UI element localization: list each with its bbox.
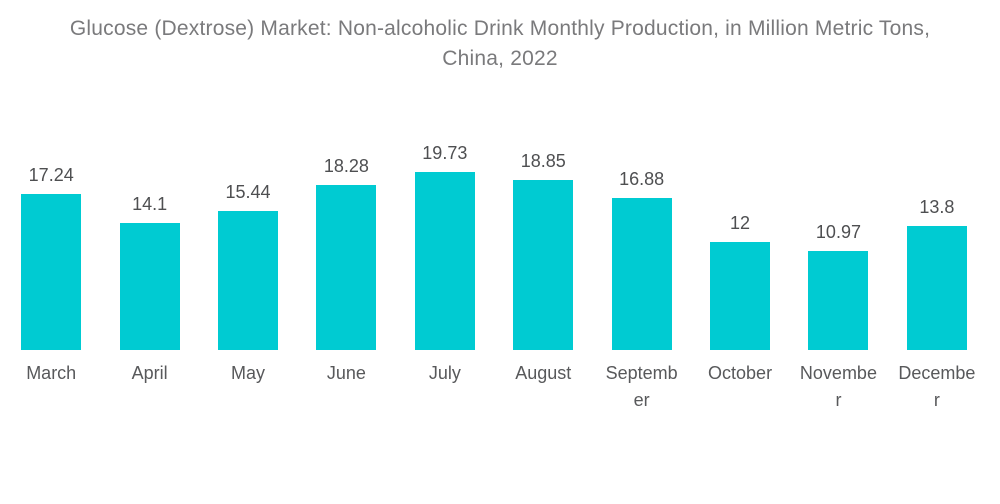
bar-november[interactable]	[808, 251, 869, 350]
value-label-july: 19.73	[422, 143, 468, 163]
x-label-cell-march: March	[2, 360, 100, 414]
value-label-september: 16.88	[619, 169, 665, 189]
bar-cell-july: 19.73	[396, 95, 494, 350]
value-label-june: 18.28	[323, 156, 369, 176]
bar-september[interactable]	[611, 198, 672, 350]
x-label-cell-december: December	[888, 360, 986, 414]
bar-cell-may: 15.44	[199, 95, 297, 350]
bar-cell-november: 10.97	[789, 95, 887, 350]
x-label-august: August	[515, 363, 572, 383]
value-label-august: 18.85	[520, 151, 566, 171]
bar-cell-september: 16.88	[592, 95, 690, 350]
x-label-november: November	[799, 363, 877, 410]
x-label-cell-july: July	[396, 360, 494, 414]
chart-title-line2: China, 2022	[442, 47, 558, 70]
x-axis-labels: March April May June July August Septemb…	[2, 360, 986, 414]
x-label-july: July	[428, 363, 461, 383]
x-label-cell-june: June	[297, 360, 395, 414]
x-label-cell-august: August	[494, 360, 592, 414]
x-label-december: December	[898, 363, 976, 410]
x-label-april: April	[131, 363, 168, 383]
bar-july[interactable]	[414, 172, 475, 350]
x-label-september: September	[605, 363, 678, 410]
x-label-june: June	[326, 363, 366, 383]
bar-cell-october: 12	[691, 95, 789, 350]
value-label-march: 17.24	[28, 165, 74, 185]
bar-cell-march: 17.24	[2, 95, 100, 350]
bar-cell-june: 18.28	[297, 95, 395, 350]
bar-may[interactable]	[218, 211, 279, 350]
bar-august[interactable]	[513, 180, 574, 350]
bar-october[interactable]	[710, 242, 771, 350]
x-label-may: May	[231, 363, 266, 383]
x-label-march: March	[26, 363, 77, 383]
x-label-cell-september: September	[592, 360, 690, 414]
bar-cell-april: 14.1	[100, 95, 198, 350]
chart-title-line1: Glucose (Dextrose) Market: Non-alcoholic…	[69, 17, 931, 40]
value-label-november: 10.97	[815, 222, 861, 242]
bar-cell-december: 13.8	[888, 95, 986, 350]
value-label-october: 12	[730, 213, 751, 233]
x-label-cell-may: May	[199, 360, 297, 414]
bar-april[interactable]	[119, 223, 180, 350]
plot-area: 17.24 14.1 15.44 18.28 19.73 18.85	[2, 95, 986, 350]
bar-june[interactable]	[316, 185, 377, 350]
bar-march[interactable]	[21, 194, 82, 350]
x-label-cell-october: October	[691, 360, 789, 414]
bar-plot: 17.24 14.1 15.44 18.28 19.73 18.85	[2, 95, 986, 414]
x-label-october: October	[708, 363, 773, 383]
bar-cell-august: 18.85	[494, 95, 592, 350]
value-label-december: 13.8	[919, 197, 955, 217]
value-label-may: 15.44	[225, 182, 271, 202]
chart-title: Glucose (Dextrose) Market: Non-alcoholic…	[0, 0, 1000, 74]
bar-december[interactable]	[906, 226, 967, 350]
x-label-cell-april: April	[100, 360, 198, 414]
value-label-april: 14.1	[132, 194, 168, 214]
x-label-cell-november: November	[789, 360, 887, 414]
